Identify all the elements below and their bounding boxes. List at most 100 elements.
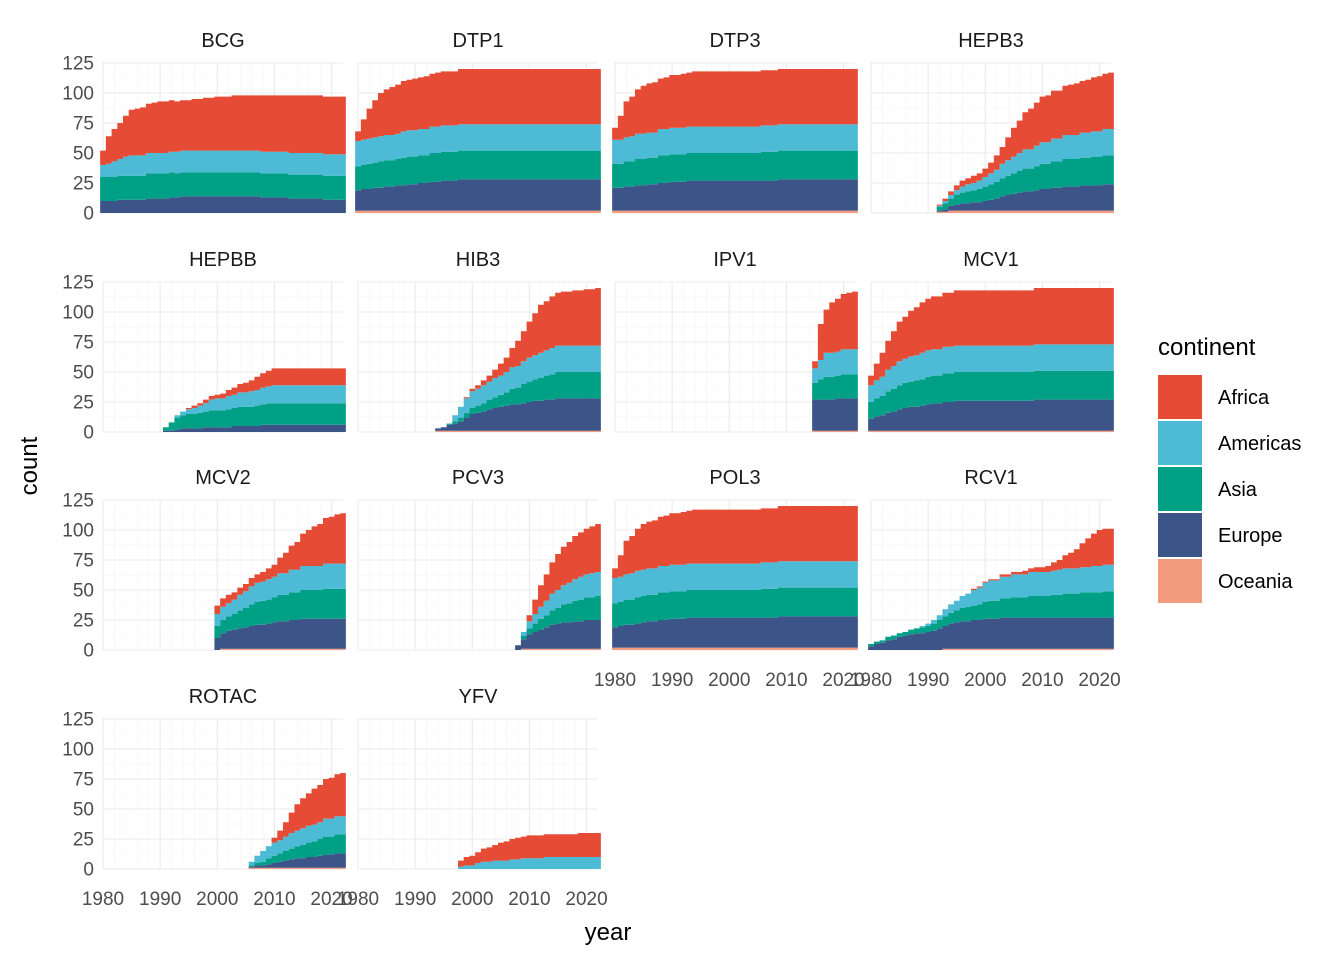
facet-label: MCV1 [963,249,1019,271]
facet-label: MCV2 [195,467,251,489]
y-tick-label: 25 [73,393,94,414]
area-asia [355,596,601,650]
facet-label: DTP1 [452,30,503,52]
area-africa [868,288,1114,386]
area-americas [868,129,1114,213]
area-americas [868,344,1114,402]
y-tick-label: 0 [83,204,94,225]
legend-key [1158,559,1202,603]
legend-key [1158,375,1202,419]
area-oceania [100,648,346,650]
facet-panels: BCG 0 25 50 75 100 125 DTP1 DTP3 HEPB3 HEPBB 0 25 50 7… [62,30,1120,910]
y-tick-label: 100 [62,303,94,324]
area-americas [355,124,601,167]
area-americas [868,564,1114,644]
area-americas [100,385,346,432]
area-europe [355,398,601,432]
x-tick-label: 2000 [196,889,238,910]
area-americas [612,349,858,432]
area-oceania [612,210,858,213]
panel-rcv1: RCV1 1980 1990 2000 2010 2020 [850,467,1121,691]
y-tick-label: 125 [62,54,94,75]
legend-title: continent [1158,334,1256,361]
area-africa [355,524,601,650]
area-europe [868,617,1114,650]
panel-rotac: ROTAC 0 25 50 75 100 125 1980 1990 2000 2010 2020 [62,686,352,910]
facet-label: IPV1 [713,249,756,271]
area-africa [868,528,1114,644]
x-axis-title: year [585,919,632,946]
facet-label: DTP3 [709,30,760,52]
area-asia [355,150,601,191]
y-tick-label: 0 [83,423,94,444]
y-tick-label: 100 [62,84,94,105]
area-europe [868,184,1114,213]
legend: continent Africa Americas Asia Europe Oceani… [1158,334,1301,603]
facet-label: HIB3 [456,249,500,271]
y-axis-title: count [16,436,43,495]
area-africa [355,69,601,141]
x-tick-label: 2000 [964,670,1006,691]
legend-item-africa: Africa [1158,375,1270,419]
y-tick-label: 0 [83,860,94,881]
panel-mcv2: MCV2 0 25 50 75 100 125 [62,467,346,662]
area-asia [100,588,346,650]
area-europe [100,196,346,213]
legend-label: Asia [1218,479,1258,501]
area-africa [355,288,601,432]
area-oceania [355,210,601,213]
area-oceania [868,210,1114,213]
area-americas [100,816,346,869]
area-europe [868,399,1114,431]
area-asia [868,370,1114,419]
area-americas [100,150,346,177]
area-europe [100,618,346,650]
x-tick-label: 1980 [82,889,124,910]
facet-label: HEPBB [189,249,257,271]
panel-bcg: BCG 0 25 50 75 100 125 [62,30,346,225]
y-tick-label: 75 [73,333,94,354]
area-oceania [868,648,1114,650]
x-tick-label: 2020 [565,889,607,910]
legend-label: Africa [1218,387,1270,409]
panel-ipv1: IPV1 [612,249,858,433]
y-tick-label: 50 [73,800,94,821]
x-tick-label: 1980 [594,670,636,691]
area-asia [612,587,858,628]
legend-item-oceania: Oceania [1158,559,1293,603]
facet-label: ROTAC [189,686,258,708]
area-africa [355,833,601,869]
panel-dtp3: DTP3 [612,30,858,214]
area-oceania [612,647,858,650]
panel-mcv1: MCV1 [868,249,1114,433]
area-asia [100,172,346,201]
legend-label: Europe [1218,525,1283,547]
x-tick-label: 2010 [1021,670,1063,691]
y-tick-label: 0 [83,641,94,662]
area-africa [100,513,346,650]
legend-item-americas: Americas [1158,421,1301,465]
y-tick-label: 50 [73,363,94,384]
area-oceania [868,430,1114,432]
x-tick-label: 2010 [253,889,295,910]
area-europe [100,853,346,869]
area-oceania [100,867,346,869]
y-tick-label: 25 [73,611,94,632]
y-tick-label: 125 [62,273,94,294]
x-tick-label: 1990 [651,670,693,691]
x-tick-label: 1980 [337,889,379,910]
x-tick-label: 2020 [310,889,352,910]
facet-label: YFV [459,686,499,708]
area-asia [100,834,346,869]
area-africa [100,368,346,432]
facet-label: BCG [201,30,244,52]
panel-yfv: YFV 1980 1990 2000 2010 2020 [337,686,608,910]
area-africa [612,69,858,140]
area-asia [100,403,346,432]
facet-label: PCV3 [452,467,504,489]
y-tick-label: 125 [62,491,94,512]
y-tick-label: 25 [73,830,94,851]
x-tick-label: 1980 [850,670,892,691]
x-tick-label: 2020 [822,670,864,691]
area-oceania [355,430,601,432]
